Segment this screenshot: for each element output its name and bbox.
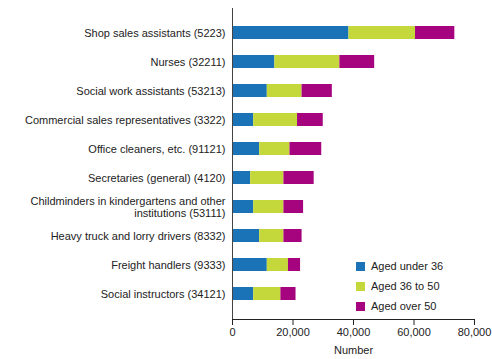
- html-text:Aged 36 to 50: Aged 36 to 50: [371, 280, 440, 292]
- svg-text:Commercial sales representativ: Commercial sales representatives (3322): [25, 114, 226, 126]
- html-text:Aged over 50: Aged over 50: [371, 300, 437, 312]
- svg-text:60,000: 60,000: [397, 326, 431, 338]
- html-text:Aged under 36: Aged under 36: [371, 260, 444, 272]
- svg-text:0: 0: [229, 326, 235, 338]
- svg-text:80,000: 80,000: [458, 326, 492, 338]
- svg-text:Heavy truck and lorry drivers: Heavy truck and lorry drivers (8332): [51, 230, 226, 242]
- svg-text:Office cleaners, etc. (91121): Office cleaners, etc. (91121): [88, 143, 225, 155]
- svg-text:Freight handlers (9333): Freight handlers (9333): [111, 259, 225, 271]
- svg-text:Secretaries (general) (4120): Secretaries (general) (4120): [88, 172, 226, 184]
- svg-text:Childminders in kindergartens: Childminders in kindergartens and otheri…: [30, 195, 225, 219]
- svg-text:Nurses (32211): Nurses (32211): [151, 56, 226, 68]
- svg-text:Number: Number: [334, 344, 373, 356]
- svg-text:Shop sales assistants (5223): Shop sales assistants (5223): [84, 27, 225, 39]
- svg-text:Social work assistants (53213): Social work assistants (53213): [76, 85, 225, 97]
- svg-text:40,000: 40,000: [337, 326, 371, 338]
- svg-text:Social instructors (34121): Social instructors (34121): [101, 288, 226, 300]
- svg-text:20,000: 20,000: [276, 326, 310, 338]
